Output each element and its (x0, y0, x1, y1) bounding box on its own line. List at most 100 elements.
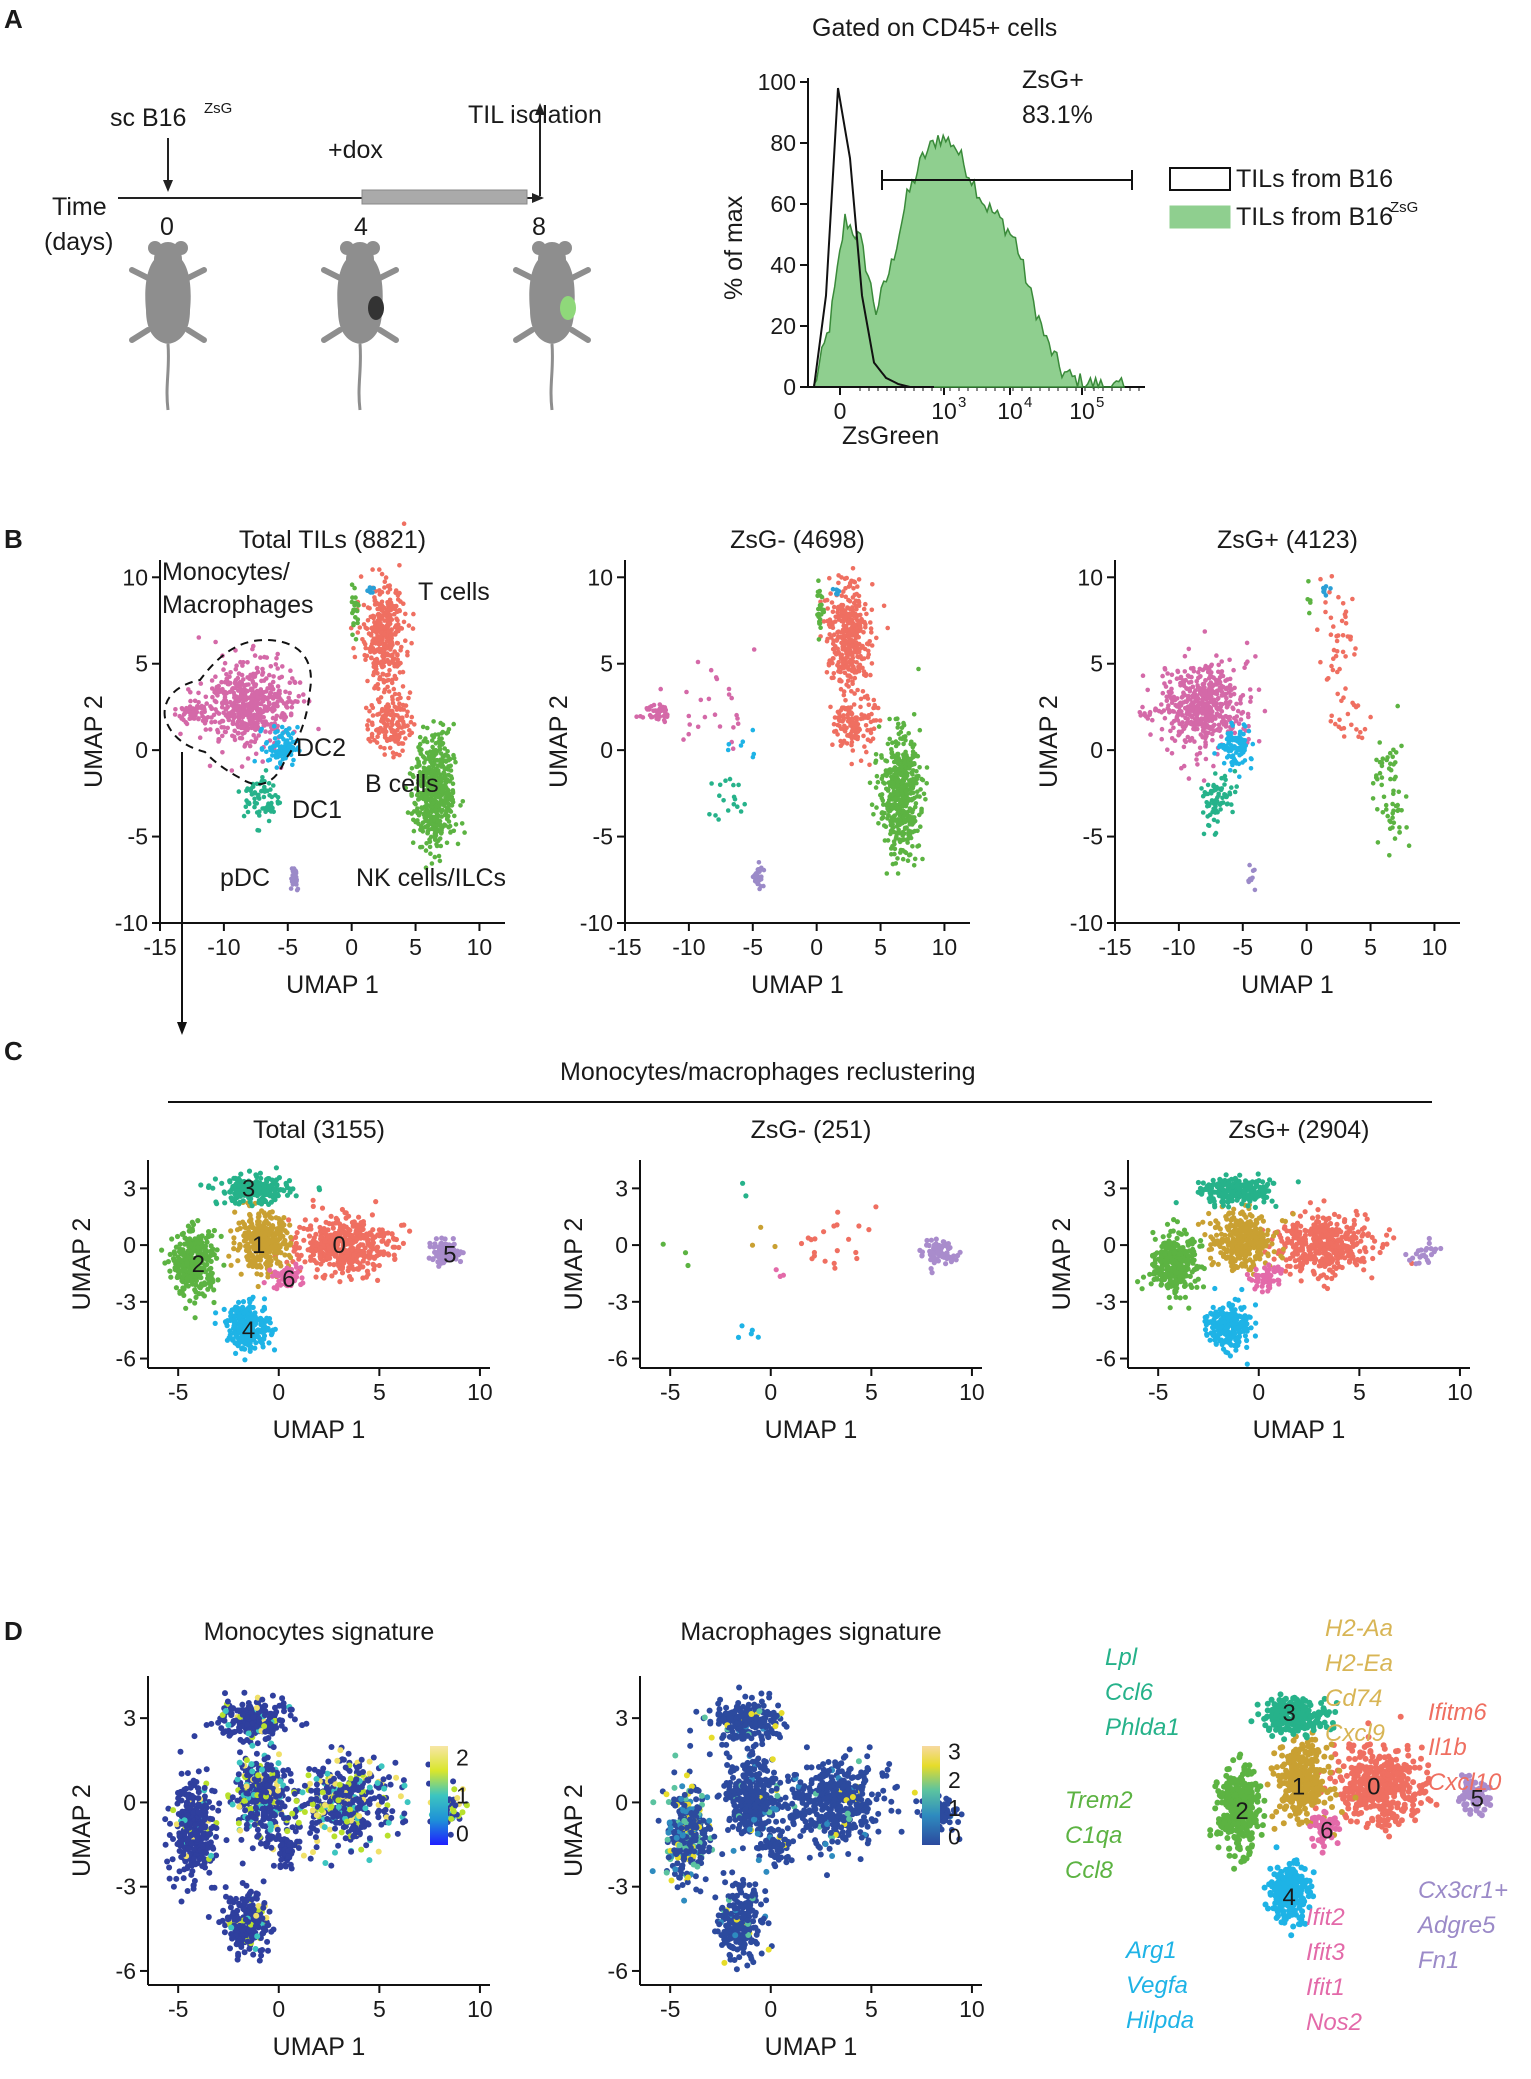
cell-point (837, 634, 843, 640)
cell-point (917, 727, 923, 733)
cell-point (302, 1217, 308, 1223)
cell-point (835, 732, 840, 737)
cell-point (1335, 633, 1341, 638)
cell-point (204, 701, 209, 706)
cell-point (1201, 778, 1207, 783)
cell-point (852, 691, 857, 696)
cell-point (313, 1231, 319, 1237)
cell-point (1220, 800, 1226, 805)
cell-point (835, 592, 840, 597)
cell-point (850, 566, 856, 571)
cell-point (239, 764, 245, 769)
cell-point (1368, 714, 1373, 720)
cell-point (904, 825, 909, 830)
cell-point (1217, 680, 1222, 686)
cell-point (906, 830, 911, 835)
cell-point (921, 791, 927, 797)
cell-point (255, 1283, 261, 1290)
cell-point (1391, 762, 1396, 767)
cell-point (254, 810, 260, 815)
cell-point (370, 713, 376, 718)
cell-point (727, 776, 733, 782)
cell-point (382, 752, 388, 757)
cell-point (250, 1263, 256, 1269)
cell-point (243, 694, 248, 699)
cell-point (226, 717, 232, 723)
cell-point (418, 844, 423, 850)
cell-point (262, 704, 268, 709)
cell-point (201, 1293, 207, 1299)
cell-point (353, 595, 358, 600)
cell-point (1200, 724, 1206, 730)
cell-point (191, 716, 197, 721)
cell-point (386, 629, 391, 634)
cell-point (340, 1225, 346, 1231)
cell-point (1245, 711, 1251, 717)
cell-point (1391, 820, 1397, 825)
cell-point (1208, 680, 1214, 685)
cell-point (859, 712, 864, 717)
cell-point (1181, 744, 1187, 750)
cell-point (265, 1274, 271, 1280)
cell-point (378, 634, 383, 639)
cell-point (385, 601, 391, 607)
cell-point (370, 705, 376, 711)
cell-point (346, 1265, 352, 1271)
cell-point (386, 677, 391, 683)
mouse-icon (129, 241, 207, 411)
cell-point (1214, 653, 1219, 658)
cell-point (1174, 696, 1180, 701)
cell-point (1219, 786, 1225, 791)
cell-point (825, 606, 830, 611)
cell-point (1229, 785, 1234, 790)
cell-point (383, 714, 388, 719)
cell-point (871, 718, 877, 723)
cell-point (1252, 887, 1258, 893)
cell-point (246, 1218, 253, 1224)
cell-point (917, 812, 922, 818)
cell-point (394, 624, 399, 630)
cell-point (277, 1230, 283, 1236)
cell-point (208, 727, 213, 732)
x-tick: -15 (143, 934, 176, 960)
cell-point (825, 618, 830, 624)
cell-point (1162, 667, 1168, 672)
cell-point (193, 1294, 199, 1300)
cell-point (839, 654, 844, 659)
cell-point (350, 610, 355, 616)
cell-point (1395, 703, 1400, 709)
cell-point (868, 620, 873, 625)
cell-point (373, 664, 379, 669)
cell-point (1318, 576, 1323, 582)
cell-point (252, 684, 258, 689)
cell-point (277, 1236, 283, 1242)
cell-point (1169, 751, 1175, 756)
cell-point (231, 1235, 237, 1241)
cell-point (899, 725, 905, 730)
cell-point (1215, 795, 1220, 800)
cell-point (268, 747, 273, 753)
cell-point (270, 694, 276, 700)
cell-point (397, 590, 402, 596)
cell-point (281, 1215, 287, 1221)
cell-point (1236, 721, 1242, 727)
cell-point (1379, 775, 1385, 780)
cell-point (405, 723, 410, 728)
cell-point (252, 726, 258, 732)
y-tick: 5 (135, 651, 148, 677)
cell-point (1241, 722, 1247, 727)
cell-point (869, 661, 875, 666)
cell-point (453, 822, 459, 827)
cell-point (1194, 757, 1199, 762)
cell-point (216, 711, 222, 716)
cell-point (245, 727, 250, 733)
cell-point (1335, 691, 1340, 697)
cell-point (400, 1240, 406, 1246)
cell-point (352, 654, 358, 660)
cell-point (295, 886, 301, 892)
cell-point (261, 715, 267, 720)
cell-point (387, 745, 393, 751)
cell-point (1197, 686, 1203, 691)
cell-point (367, 708, 372, 714)
cell-point (281, 737, 286, 742)
